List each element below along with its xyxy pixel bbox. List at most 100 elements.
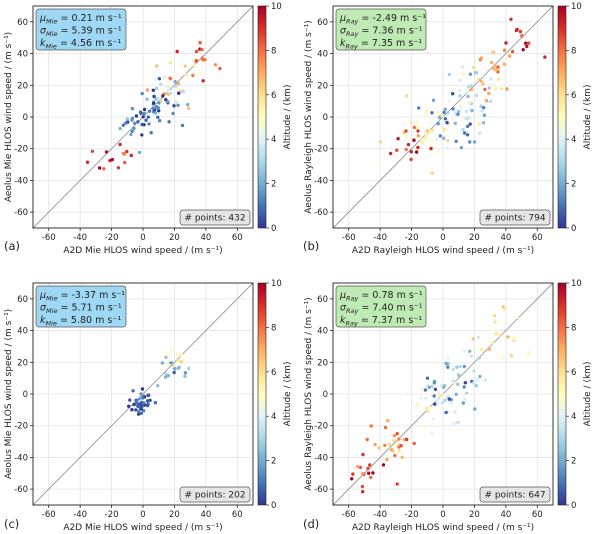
x-tick-label: 20 xyxy=(469,510,480,520)
data-point xyxy=(455,365,459,369)
data-point xyxy=(442,110,446,115)
data-point xyxy=(466,94,470,99)
data-point xyxy=(179,360,184,364)
x-tick-label: 0 xyxy=(140,510,145,520)
data-point xyxy=(361,452,365,457)
stats-subscript: Mie xyxy=(46,43,57,51)
data-point xyxy=(433,387,438,391)
stats-line: μMie = 0.21 m s⁻¹ xyxy=(39,13,122,26)
stats-subscript: Ray xyxy=(346,320,358,328)
data-point xyxy=(484,99,489,103)
data-point xyxy=(129,132,133,137)
data-point xyxy=(159,82,163,87)
stats-line: kMie = 5.80 m s⁻¹ xyxy=(40,315,121,328)
one-to-one-line xyxy=(32,282,254,506)
data-point xyxy=(428,130,433,134)
data-point xyxy=(147,109,152,113)
data-point xyxy=(175,49,179,54)
x-tick-label: 0 xyxy=(140,233,145,243)
data-point xyxy=(462,364,466,369)
data-point xyxy=(142,111,146,116)
data-point xyxy=(168,61,172,65)
data-point xyxy=(387,442,392,447)
stats-line: σMie = 5.39 m s⁻¹ xyxy=(40,26,122,39)
data-point xyxy=(151,88,155,93)
data-point xyxy=(508,54,512,58)
data-point xyxy=(395,482,399,486)
data-point xyxy=(469,95,473,99)
data-point xyxy=(446,138,450,143)
x-tick-label: 40 xyxy=(500,233,511,243)
data-point xyxy=(404,134,409,138)
data-point xyxy=(379,167,384,171)
data-point xyxy=(395,148,399,152)
data-point xyxy=(473,407,477,411)
data-point xyxy=(474,383,478,388)
data-point xyxy=(459,145,464,150)
data-point xyxy=(102,167,106,171)
data-point xyxy=(383,443,387,447)
colorbar-tick-label: 10 xyxy=(571,279,582,289)
data-point xyxy=(169,91,173,96)
stats-line: μRay = 0.78 m s⁻¹ xyxy=(339,290,423,303)
data-point xyxy=(397,449,401,453)
data-point xyxy=(489,77,493,81)
data-point xyxy=(392,439,396,443)
data-point xyxy=(414,406,418,410)
colorbar-tick-label: 0 xyxy=(271,224,276,234)
x-tick-label: 40 xyxy=(200,510,211,520)
data-point xyxy=(420,126,424,130)
x-tick-label: -60 xyxy=(342,233,356,243)
data-point xyxy=(139,392,143,396)
data-point xyxy=(213,63,218,67)
data-point xyxy=(412,441,416,446)
data-point xyxy=(447,397,451,401)
data-point xyxy=(168,358,173,362)
data-point xyxy=(360,484,365,489)
data-point xyxy=(130,129,134,133)
data-point xyxy=(436,121,440,126)
data-point xyxy=(201,79,205,83)
data-point xyxy=(479,104,483,108)
data-point xyxy=(483,378,488,382)
data-point xyxy=(165,351,170,356)
scatter-points xyxy=(85,41,222,171)
y-tick-label: 40 xyxy=(317,50,328,60)
data-point xyxy=(416,129,420,133)
colorbar-label: Altitude / (km) xyxy=(583,362,593,427)
data-point xyxy=(465,124,470,129)
data-point xyxy=(137,404,141,409)
data-point xyxy=(140,122,144,127)
stats-value: = 7.37 m s⁻¹ xyxy=(358,315,422,326)
data-point xyxy=(175,352,180,356)
data-point xyxy=(402,438,406,442)
points-count-box xyxy=(479,209,551,226)
data-point xyxy=(443,117,448,121)
data-point xyxy=(442,385,446,389)
data-point xyxy=(458,107,462,111)
data-point xyxy=(468,140,472,144)
data-point xyxy=(454,139,458,143)
x-tick-label: 40 xyxy=(200,233,211,243)
data-point xyxy=(430,384,434,389)
data-point xyxy=(424,396,428,400)
data-point xyxy=(156,115,160,120)
data-point xyxy=(468,122,472,126)
data-point xyxy=(445,146,449,150)
data-point xyxy=(451,367,455,371)
stats-symbol: μ xyxy=(339,13,346,24)
stats-line: kRay = 7.37 m s⁻¹ xyxy=(340,315,422,328)
data-point xyxy=(369,475,373,480)
data-point xyxy=(427,120,432,125)
data-point xyxy=(440,401,445,405)
data-point xyxy=(149,131,153,135)
data-point xyxy=(358,465,363,470)
data-point xyxy=(157,77,162,81)
colorbar-tick-label: 4 xyxy=(571,412,576,422)
colorbar-tick-label: 4 xyxy=(271,412,276,422)
data-point xyxy=(166,373,171,378)
data-point xyxy=(502,48,507,52)
stats-value: = 5.80 m s⁻¹ xyxy=(57,315,121,326)
data-point xyxy=(422,424,427,428)
